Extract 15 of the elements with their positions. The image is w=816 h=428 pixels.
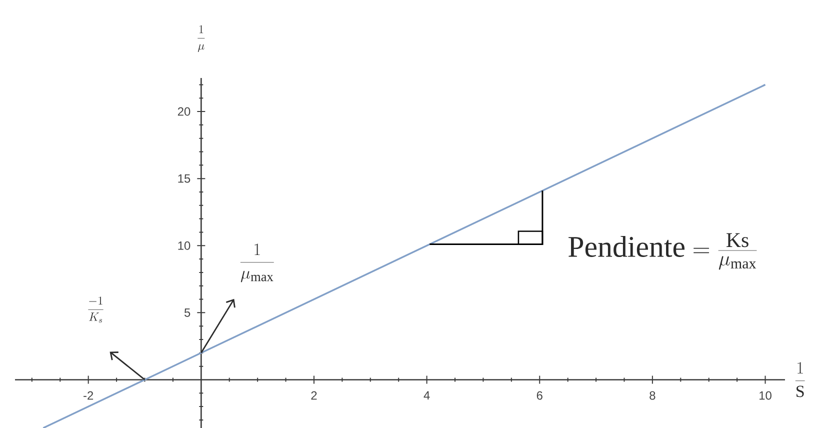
y-tick-label: 10 <box>178 241 190 250</box>
y-tick-label: 15 <box>178 174 190 183</box>
annotation: $\frac{1}{\mu_{\mathrm{max}}}$ <box>240 244 274 282</box>
x-axis-title: $\frac{1}{\mathrm{S}}$ <box>795 362 805 398</box>
y-tick-label: 20 <box>178 107 190 116</box>
x-tick-label: 10 <box>760 391 772 400</box>
y-tick-label: 5 <box>184 308 190 317</box>
annotation: $\frac{-1}{K_s}$ <box>88 296 104 323</box>
x-tick-label: 8 <box>650 391 656 400</box>
x-tick-label: 6 <box>536 391 542 400</box>
x-tick-label: 2 <box>311 391 317 400</box>
x-tick-label: 4 <box>424 391 430 400</box>
annotation: $\mathrm{Pendiente} = \frac{\mathrm{Ks}}{\mu_{\mathrm{max}}}$ <box>568 233 757 270</box>
y-axis-title: $\frac{1}{\mu}$ <box>198 25 205 52</box>
x-tick-label: -2 <box>84 391 94 400</box>
